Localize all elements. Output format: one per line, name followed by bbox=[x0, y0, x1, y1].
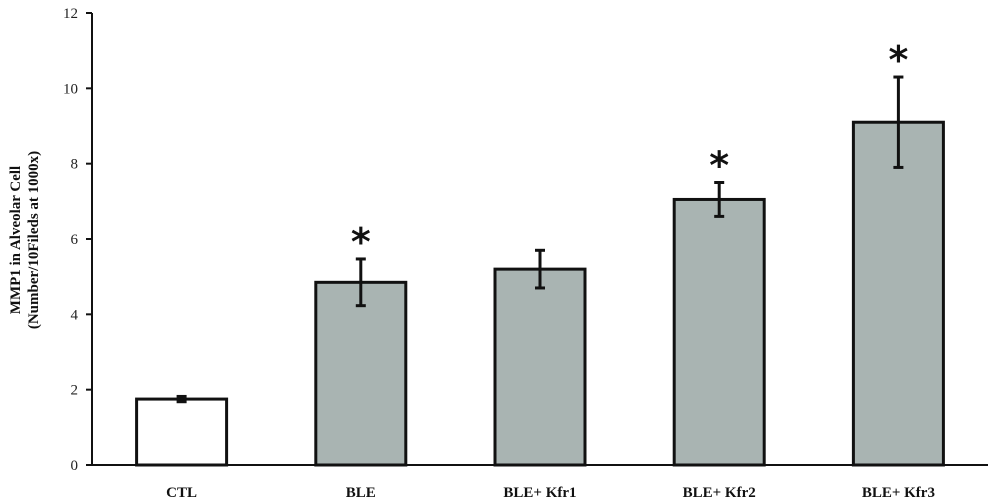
y-tick-label: 2 bbox=[71, 383, 79, 399]
x-tick-label: CTL bbox=[166, 485, 197, 501]
y-tick-label: 10 bbox=[63, 81, 78, 97]
bar bbox=[672, 197, 766, 467]
x-tick-label: BLE bbox=[346, 485, 376, 501]
bar bbox=[493, 267, 587, 467]
y-axis-label-line-1: MMP1 in Alveolar Cell bbox=[8, 166, 24, 314]
y-tick-label: 12 bbox=[63, 6, 78, 22]
significance-marker: * bbox=[888, 38, 908, 82]
x-tick-label: BLE+ Kfr1 bbox=[503, 485, 576, 501]
plot-area: 0 2 4 6 8 10 12 CTL * BLE BLE+ Kfr1 * BLE+ Kfr2 * BLE+… bbox=[63, 6, 988, 501]
y-tick-label: 8 bbox=[71, 157, 79, 173]
x-tick-label: BLE+ Kfr3 bbox=[862, 485, 935, 501]
y-axis-label-line-2: (Number/10Fileds at 1000x) bbox=[26, 151, 42, 329]
significance-marker: * bbox=[709, 144, 729, 188]
bar bbox=[851, 120, 945, 467]
y-axis-label: MMP1 in Alveolar Cell (Number/10Fileds a… bbox=[8, 151, 42, 329]
bar bbox=[135, 397, 229, 467]
significance-marker: * bbox=[351, 220, 371, 264]
bar bbox=[314, 280, 408, 467]
y-tick-label: 0 bbox=[71, 458, 79, 474]
y-tick-label: 6 bbox=[71, 232, 79, 248]
y-tick-label: 4 bbox=[71, 307, 79, 323]
x-tick-label: BLE+ Kfr2 bbox=[683, 485, 756, 501]
